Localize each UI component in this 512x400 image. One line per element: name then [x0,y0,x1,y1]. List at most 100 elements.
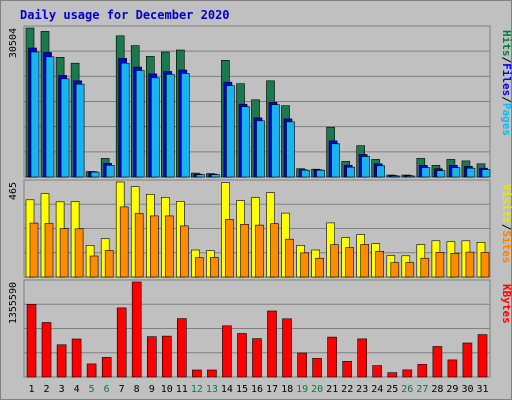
y-max-label: 465 [8,182,19,200]
bar-sites-4 [74,228,84,278]
bar-pages-27 [421,167,431,178]
bar-kbytes-7 [116,307,127,378]
bar-sites-13 [210,257,219,278]
bar-sites-9 [150,215,159,278]
x-tick-label: 29 [446,384,458,395]
x-tick-label: 1 [28,384,34,395]
panel-visits: 465 Visits/Sites [8,179,512,278]
bar-pages-1 [30,51,40,178]
bar-pages-30 [466,167,476,178]
bar-pages-28 [436,170,446,178]
bar-kbytes-5 [86,363,97,378]
bar-sites-5 [89,255,99,278]
x-tick-label: 14 [221,384,233,395]
bar-sites-28 [435,252,445,278]
bar-kbytes-18 [282,318,292,378]
x-tick-label: 12 [191,384,203,395]
x-tick-label: 15 [236,384,248,395]
x-tick-label: 25 [386,384,398,395]
x-tick-label: 8 [134,384,140,395]
x-tick-label: 7 [119,384,125,395]
bar-kbytes-23 [357,338,368,378]
bar-pages-23 [361,156,371,178]
bar-kbytes-20 [312,358,322,378]
bar-pages-29 [451,167,461,178]
bar-pages-9 [151,77,160,178]
bar-sites-6 [104,250,114,278]
bar-pages-13 [211,174,220,178]
bar-sites-18 [285,238,294,278]
bar-sites-27 [420,257,430,278]
bar-pages-10 [166,74,175,178]
bar-pages-17 [271,104,280,178]
x-tick-label: 4 [74,384,80,395]
x-tick-label: 6 [104,384,110,395]
x-tick-label: 26 [401,384,413,395]
bar-sites-11 [180,225,189,278]
x-tick-label: 22 [341,384,353,395]
bar-kbytes-28 [432,346,443,378]
bar-pages-16 [256,120,265,178]
bar-sites-17 [270,223,279,278]
bar-pages-21 [331,143,340,178]
bar-kbytes-27 [417,364,428,378]
bar-sites-30 [465,251,475,278]
bar-kbytes-21 [327,336,337,378]
x-tick-label: 3 [59,384,65,395]
bar-pages-19 [301,169,310,178]
legend-kbytes: KBytes [500,284,512,324]
bar-sites-21 [330,244,339,278]
bar-kbytes-22 [342,360,353,378]
bar-pages-3 [60,78,70,178]
bar-sites-19 [300,252,309,278]
x-tick-label: 24 [371,384,383,395]
x-tick-label: 5 [89,384,95,395]
bar-kbytes-30 [462,342,473,378]
bar-kbytes-10 [162,335,172,378]
x-tick-label: 23 [356,384,368,395]
bar-sites-25 [390,262,400,278]
bar-sites-8 [134,213,144,278]
legend-item: Files [500,63,512,96]
y-max-label: 30504 [8,28,19,58]
bar-kbytes-6 [101,357,112,378]
bar-sites-24 [375,251,385,278]
bar-pages-6 [105,165,115,178]
bar-sites-16 [255,224,264,278]
x-tick-label: 28 [431,384,443,395]
x-tick-label: 20 [311,384,323,395]
bar-kbytes-19 [297,352,307,378]
bar-sites-10 [165,215,174,278]
bar-pages-12 [196,174,205,178]
bar-sites-15 [240,224,249,278]
legend-item: / [500,57,512,64]
bar-pages-5 [90,171,100,178]
bar-sites-22 [345,247,355,278]
x-tick-label: 31 [476,384,488,395]
bar-pages-22 [346,166,356,178]
bar-kbytes-14 [222,325,232,378]
x-tick-label: 18 [281,384,293,395]
bar-kbytes-2 [41,322,52,378]
x-tick-label: 30 [461,384,473,395]
legend-item: Sites [500,230,512,263]
bar-pages-7 [120,62,130,178]
bar-pages-8 [135,70,145,178]
panel-kbytes: 1355590 KBytes [8,279,512,378]
bar-sites-20 [315,257,324,278]
bar-kbytes-25 [387,372,398,378]
bar-pages-25 [391,175,401,178]
bar-sites-3 [59,228,69,278]
x-tick-label: 17 [266,384,278,395]
bar-kbytes-13 [207,369,217,378]
bar-kbytes-9 [147,336,157,378]
bar-kbytes-4 [71,338,82,378]
legend-item: Hits [500,30,512,57]
bar-kbytes-15 [237,333,247,378]
x-tick-label: 16 [251,384,263,395]
y-max-label: 1355590 [8,282,19,324]
bar-sites-26 [405,262,415,278]
bar-sites-31 [480,252,490,278]
x-tick-label: 10 [161,384,173,395]
